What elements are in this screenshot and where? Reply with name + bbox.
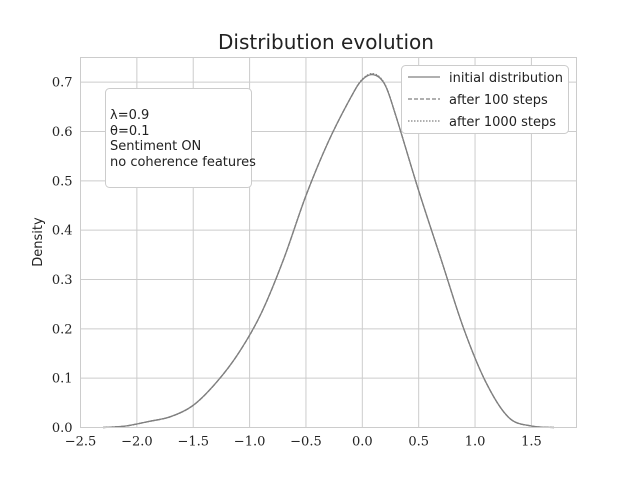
legend-label-initial: initial distribution bbox=[449, 71, 563, 86]
x-tick-label: 0.5 bbox=[408, 435, 429, 450]
x-tick-label: −0.5 bbox=[290, 435, 322, 450]
chart-title: Distribution evolution bbox=[218, 30, 434, 54]
legend: initial distribution after 100 steps aft… bbox=[401, 65, 569, 134]
annotation-line-1: λ=0.9 bbox=[110, 108, 149, 123]
y-tick-label: 0.3 bbox=[52, 273, 73, 288]
x-tick-label: −2.5 bbox=[65, 435, 97, 450]
series-line-3 bbox=[103, 72, 554, 429]
y-tick-label: 0.6 bbox=[52, 125, 73, 140]
x-tick-labels: −2.5 −2.0 −1.5 −1.0 −0.5 0.0 0.5 1.0 1.5 bbox=[65, 435, 542, 450]
annotation-line-4: no coherence features bbox=[110, 155, 256, 170]
y-tick-label: 0.4 bbox=[52, 224, 73, 239]
y-tick-label: 0.5 bbox=[52, 174, 73, 189]
grid bbox=[80, 57, 577, 428]
series-line-2 bbox=[103, 73, 554, 429]
y-tick-labels: 0.0 0.1 0.2 0.3 0.4 0.5 0.6 0.7 bbox=[52, 76, 73, 436]
y-tick-label: 0.2 bbox=[52, 322, 73, 337]
y-tick-label: 0.1 bbox=[52, 372, 73, 387]
y-tick-label: 0.7 bbox=[52, 76, 73, 91]
annotation-line-2: θ=0.1 bbox=[110, 124, 150, 139]
legend-label-1000-steps: after 1000 steps bbox=[449, 115, 556, 130]
x-tick-label: 0.0 bbox=[352, 435, 373, 450]
x-tick-label: 1.5 bbox=[521, 435, 542, 450]
x-tick-label: −1.5 bbox=[177, 435, 209, 450]
x-tick-label: −1.0 bbox=[234, 435, 266, 450]
annotation-box: λ=0.9 θ=0.1 Sentiment ON no coherence fe… bbox=[105, 88, 256, 188]
x-tick-label: 1.0 bbox=[465, 435, 486, 450]
y-axis-label: Density bbox=[31, 217, 46, 267]
plot-frame bbox=[80, 57, 577, 428]
annotation-line-3: Sentiment ON bbox=[110, 139, 201, 154]
x-tick-label: −2.0 bbox=[121, 435, 153, 450]
series-group bbox=[103, 72, 554, 429]
legend-label-100-steps: after 100 steps bbox=[449, 93, 548, 108]
y-tick-label: 0.0 bbox=[52, 421, 73, 436]
